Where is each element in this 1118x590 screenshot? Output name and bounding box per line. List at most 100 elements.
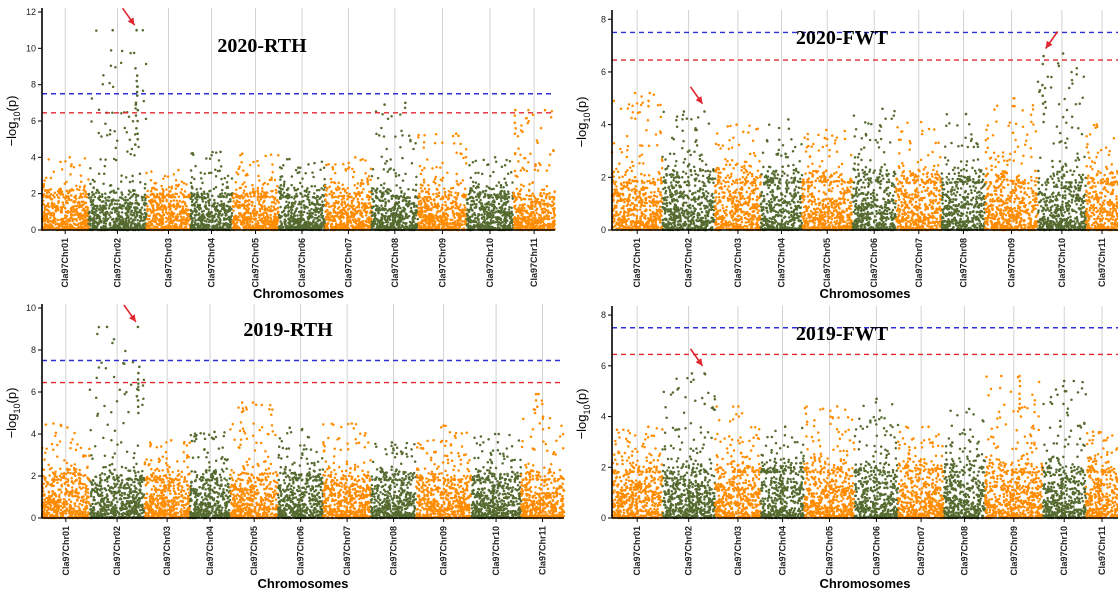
snp-point [481, 207, 485, 211]
snp-point [366, 217, 369, 220]
snp-point [286, 203, 290, 207]
snp-point [248, 223, 252, 226]
snp-point [52, 170, 56, 174]
snp-point [161, 217, 165, 220]
snp-point [329, 218, 333, 222]
snp-point [294, 168, 298, 172]
snp-point [350, 195, 353, 199]
snp-point [210, 220, 214, 224]
snp-point [466, 214, 470, 217]
snp-point [79, 222, 83, 226]
snp-point [225, 181, 229, 184]
snp-point [256, 186, 260, 190]
snp-point [497, 202, 501, 206]
snp-point [87, 222, 90, 226]
snp-point [446, 226, 450, 229]
snp-point [247, 207, 251, 210]
snp-point [456, 206, 460, 210]
snp-point [56, 222, 59, 225]
snp-point [121, 217, 125, 221]
snp-point [78, 214, 82, 218]
snp-point [85, 214, 88, 217]
snp-point [155, 222, 159, 226]
snp-point [271, 189, 274, 193]
snp-point [427, 184, 430, 187]
snp-point [350, 201, 354, 205]
snp-point [206, 217, 209, 221]
snp-point [136, 218, 139, 222]
snp-point [410, 209, 413, 213]
snp-point [370, 205, 374, 209]
snp-point [335, 226, 339, 230]
snp-point [82, 192, 85, 195]
snp-point [160, 184, 163, 188]
snp-point [129, 225, 132, 228]
snp-point [97, 108, 101, 111]
snp-point [168, 194, 171, 198]
snp-point [403, 196, 407, 200]
snp-point [320, 187, 323, 190]
snp-point [372, 225, 375, 228]
snp-point [181, 221, 184, 224]
snp-point [369, 167, 373, 170]
snp-point [343, 202, 347, 205]
snp-point [310, 207, 313, 211]
snp-point [370, 211, 374, 214]
snp-point [292, 186, 296, 190]
snp-point [129, 227, 133, 230]
snp-point [259, 198, 263, 201]
snp-point [278, 166, 282, 169]
snp-point [215, 226, 218, 229]
snp-point [82, 188, 86, 192]
snp-point [265, 213, 269, 216]
snp-point [92, 193, 96, 196]
snp-point [256, 190, 260, 193]
snp-point [507, 192, 510, 195]
snp-point [146, 224, 150, 228]
snp-point [508, 160, 512, 163]
snp-point [257, 192, 260, 195]
snp-point [386, 188, 389, 191]
snp-point [56, 218, 60, 222]
snp-point [112, 220, 116, 223]
snp-point [105, 204, 108, 207]
snp-point [242, 203, 246, 206]
snp-point [50, 203, 53, 207]
snp-point [353, 191, 356, 195]
snp-point [463, 206, 467, 209]
snp-point [146, 222, 149, 226]
snp-point [60, 207, 64, 211]
snp-point [183, 190, 187, 193]
snp-point [167, 205, 170, 209]
snp-point [417, 136, 420, 139]
snp-point [363, 208, 366, 212]
snp-point [192, 153, 195, 156]
snp-point [392, 168, 396, 172]
snp-point [449, 218, 452, 222]
snp-point [120, 211, 124, 214]
snp-point [232, 196, 235, 200]
snp-point [390, 197, 394, 201]
snp-point [141, 29, 145, 32]
snp-point [172, 205, 176, 209]
snp-point [381, 206, 384, 210]
snp-point [339, 209, 342, 212]
snp-point [168, 221, 172, 225]
snp-point [109, 128, 112, 132]
snp-point [365, 210, 369, 213]
snp-point [95, 188, 99, 192]
snp-point [461, 208, 464, 211]
snp-point [257, 224, 261, 227]
snp-point [42, 217, 46, 220]
snp-point [92, 221, 95, 224]
snp-point [490, 216, 493, 220]
snp-point [488, 187, 492, 190]
snp-point [330, 194, 334, 197]
snp-point [230, 207, 233, 211]
snp-point [323, 177, 326, 181]
snp-point [429, 219, 433, 222]
snp-point [505, 213, 509, 216]
snp-point [422, 181, 426, 184]
snp-point [83, 212, 87, 215]
snp-point [87, 196, 91, 199]
